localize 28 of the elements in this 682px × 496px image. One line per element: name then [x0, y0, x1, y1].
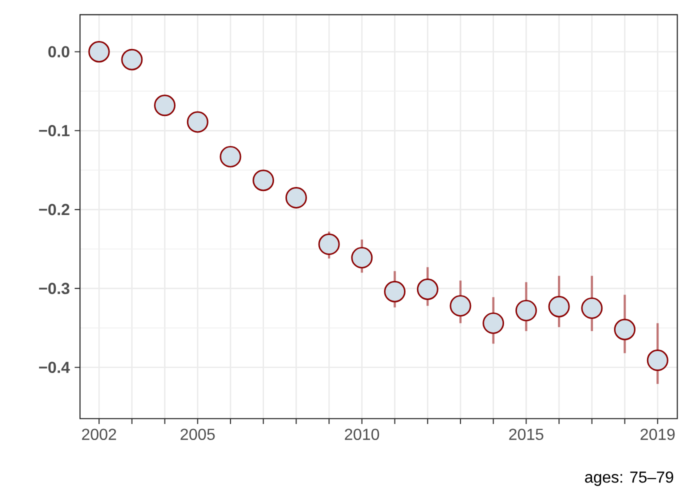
point	[351, 246, 373, 268]
point	[252, 170, 274, 192]
point	[121, 48, 143, 70]
text: ages: 75–79	[585, 471, 674, 486]
y-tick-label: −0.1	[39, 124, 70, 136]
point	[515, 300, 537, 322]
x-tick-label: 2015	[509, 428, 544, 440]
point	[416, 278, 438, 300]
x-tick-label: 2005	[180, 428, 215, 440]
point	[384, 280, 406, 302]
point	[581, 297, 603, 319]
x-tick-label: 2002	[82, 428, 116, 440]
x-tick-label: 2010	[344, 428, 380, 440]
y-tick-label: −0.3	[39, 282, 70, 294]
point	[548, 296, 570, 318]
point	[154, 94, 176, 116]
point	[285, 186, 307, 208]
y-tick-label: 0.0	[48, 46, 70, 58]
point	[450, 295, 472, 317]
point	[88, 41, 110, 62]
point	[186, 111, 208, 133]
y-tick-label: −0.2	[39, 204, 70, 216]
y-tick-label: −0.4	[39, 362, 70, 374]
point	[220, 146, 242, 168]
point	[318, 234, 340, 256]
x-tick-label: 2019	[640, 428, 675, 440]
point	[482, 312, 504, 334]
point	[614, 318, 636, 340]
